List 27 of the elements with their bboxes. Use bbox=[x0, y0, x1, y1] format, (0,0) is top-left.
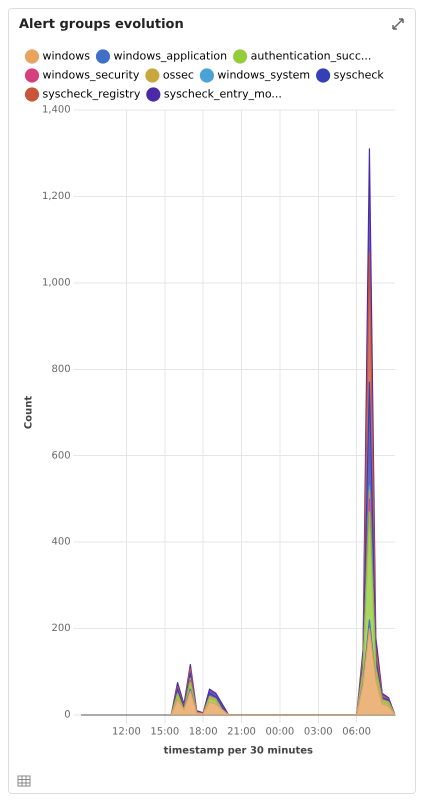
legend-label: authentication_succ... bbox=[250, 49, 372, 62]
y-tick-label: 800 bbox=[52, 364, 71, 375]
legend-label: windows_system bbox=[217, 68, 310, 82]
x-axis-title: timestamp per 30 minutes bbox=[164, 746, 314, 757]
legend-label: ossec bbox=[162, 68, 194, 82]
x-tick-label: 21:00 bbox=[227, 726, 256, 738]
y-tick-label: 400 bbox=[52, 536, 71, 548]
legend-label: syscheck_entry_mo... bbox=[164, 87, 282, 100]
legend-label: windows_security bbox=[42, 68, 140, 82]
y-tick-label: 1,200 bbox=[42, 191, 71, 202]
legend-label: windows_application bbox=[113, 49, 228, 62]
y-tick-label: 0 bbox=[64, 710, 71, 721]
y-tick-label: 200 bbox=[52, 623, 71, 634]
y-tick-label: 600 bbox=[52, 450, 71, 462]
x-tick-label: 00:00 bbox=[265, 726, 294, 738]
y-tick-label: 1,400 bbox=[42, 104, 71, 116]
x-tick-label: 12:00 bbox=[112, 726, 141, 738]
legend-label: syscheck bbox=[334, 68, 384, 82]
y-axis-title: Count bbox=[24, 396, 35, 430]
x-tick-label: 18:00 bbox=[188, 726, 218, 738]
x-tick-label: 03:00 bbox=[304, 726, 333, 738]
y-tick-label: 1,000 bbox=[42, 277, 71, 288]
x-tick-label: 06:00 bbox=[342, 726, 372, 738]
x-tick-label: 15:00 bbox=[150, 726, 180, 738]
legend-label: windows bbox=[42, 49, 90, 62]
chart-title: Alert groups evolution bbox=[19, 17, 184, 32]
legend-label: syscheck_registry bbox=[42, 87, 141, 100]
